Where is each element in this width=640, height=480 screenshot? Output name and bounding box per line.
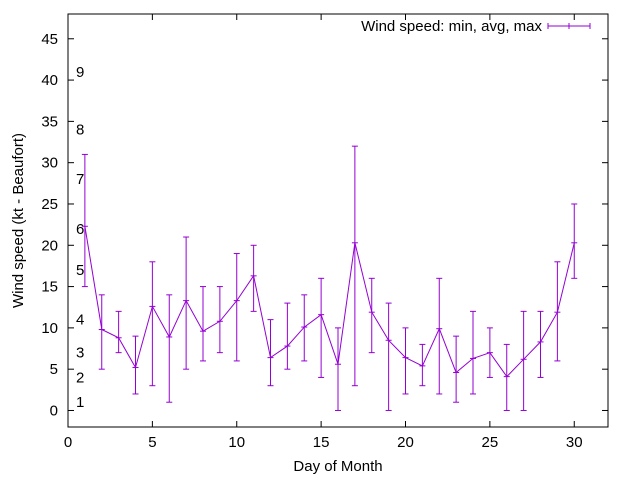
beaufort-labels: 1 2 3 4 5 6 7 8 9 xyxy=(76,64,84,411)
series-wind-speed xyxy=(81,145,578,411)
y-tick-label: 30 xyxy=(41,155,58,172)
beaufort-label: 7 xyxy=(76,171,84,188)
x-tick-label: 10 xyxy=(228,434,245,451)
y-tick-label: 25 xyxy=(41,196,58,213)
x-tick-label: 20 xyxy=(397,434,414,451)
legend: Wind speed: min, avg, max xyxy=(361,18,591,35)
error-bar xyxy=(436,277,443,395)
y-tick-label: 45 xyxy=(41,31,58,48)
error-bar xyxy=(503,343,510,411)
x-tick-label: 25 xyxy=(482,434,499,451)
y-tick-label: 40 xyxy=(41,72,58,89)
error-bar xyxy=(98,294,105,370)
y-tick-label: 20 xyxy=(41,237,58,254)
error-bar xyxy=(486,327,493,378)
error-bar xyxy=(200,286,206,362)
x-tick-label: 0 xyxy=(64,434,72,451)
error-bar xyxy=(537,310,544,378)
error-bar xyxy=(301,294,308,362)
error-bar xyxy=(216,286,223,354)
legend-label: Wind speed: min, avg, max xyxy=(361,18,542,35)
plot-frame xyxy=(67,13,609,428)
x-tick-label: 5 xyxy=(148,434,156,451)
beaufort-label: 3 xyxy=(76,345,84,362)
error-bar xyxy=(267,319,274,387)
error-bar xyxy=(520,310,527,411)
beaufort-label: 4 xyxy=(76,312,84,329)
error-bar xyxy=(183,236,190,370)
axes xyxy=(67,13,609,428)
tick-marks xyxy=(67,14,608,427)
error-bar xyxy=(335,327,341,411)
x-tick-label: 15 xyxy=(313,434,330,451)
error-bar xyxy=(233,253,240,362)
error-bar xyxy=(351,145,358,387)
error-bar xyxy=(419,343,426,387)
beaufort-label: 1 xyxy=(76,394,84,411)
error-bar xyxy=(284,302,291,370)
beaufort-label: 9 xyxy=(76,64,84,81)
error-bar xyxy=(554,261,561,362)
error-bar xyxy=(368,277,375,354)
beaufort-label: 5 xyxy=(76,262,84,279)
error-bar xyxy=(250,244,257,312)
error-bar xyxy=(453,335,460,403)
y-tick-label: 5 xyxy=(50,361,58,378)
error-bar xyxy=(149,261,156,387)
error-bar xyxy=(166,294,173,403)
error-bar xyxy=(571,203,578,279)
error-bar xyxy=(470,310,476,395)
x-axis-label: Day of Month xyxy=(293,458,382,475)
error-bar xyxy=(81,153,88,288)
y-axis-label: Wind speed (kt - Beaufort) xyxy=(10,133,27,308)
y-tick-label: 15 xyxy=(41,279,58,296)
avg-line xyxy=(84,226,575,378)
error-bar xyxy=(402,327,409,395)
y-tick-label: 35 xyxy=(41,113,58,130)
error-bar xyxy=(132,335,139,395)
y-tick-label: 0 xyxy=(50,402,58,419)
beaufort-label: 2 xyxy=(76,369,84,386)
beaufort-label: 6 xyxy=(76,221,84,238)
error-bar xyxy=(385,302,392,411)
x-tick-label: 30 xyxy=(566,434,583,451)
error-bar xyxy=(318,277,325,378)
beaufort-label: 8 xyxy=(76,122,84,139)
y-tick-label: 10 xyxy=(41,320,58,337)
error-bar xyxy=(115,310,122,354)
